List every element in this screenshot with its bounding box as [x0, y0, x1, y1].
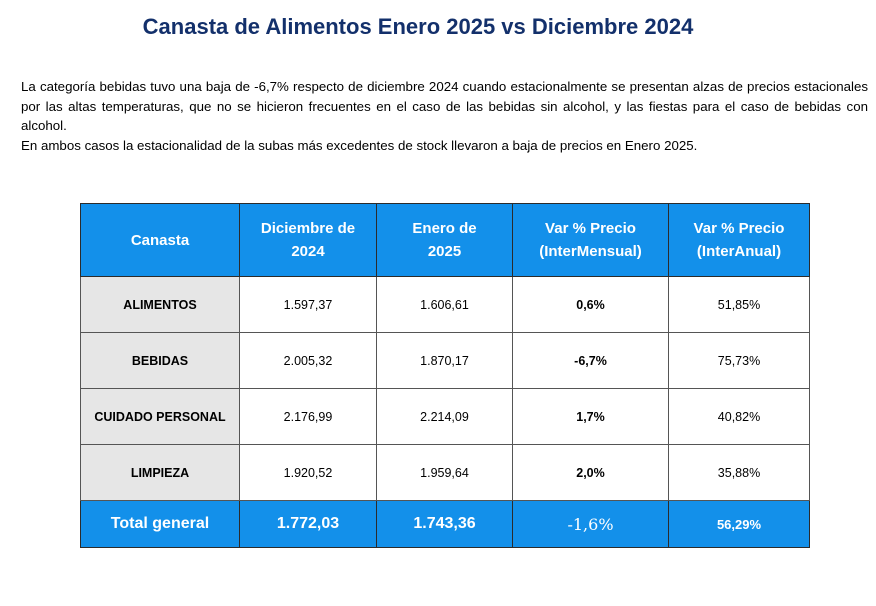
cell-enero: 1.606,61	[376, 276, 513, 333]
total-diciembre: 1.772,03	[239, 500, 377, 548]
description-text: La categoría bebidas tuvo una baja de -6…	[21, 77, 868, 155]
cell-diciembre: 1.920,52	[239, 444, 377, 501]
table-row: LIMPIEZA 1.920,52 1.959,64 2,0% 35,88%	[80, 444, 810, 501]
header-enero: Enero de 2025	[376, 203, 513, 277]
cell-canasta: BEBIDAS	[80, 332, 240, 389]
description-paragraph-2: En ambos casos la estacionalidad de la s…	[21, 137, 698, 153]
cell-enero: 1.870,17	[376, 332, 513, 389]
cell-enero: 1.959,64	[376, 444, 513, 501]
cell-canasta: CUIDADO PERSONAL	[80, 388, 240, 445]
table-row: BEBIDAS 2.005,32 1.870,17 -6,7% 75,73%	[80, 332, 810, 389]
header-var-mensual: Var % Precio (InterMensual)	[512, 203, 669, 277]
total-var-anual: 56,29%	[668, 500, 810, 548]
page-title: Canasta de Alimentos Enero 2025 vs Dicie…	[142, 14, 694, 39]
cell-canasta: ALIMENTOS	[80, 276, 240, 333]
cell-var-anual: 51,85%	[668, 276, 810, 333]
total-enero: 1.743,36	[376, 500, 513, 548]
total-canasta: Total general	[80, 500, 240, 548]
header-diciembre: Diciembre de 2024	[239, 203, 377, 277]
cell-var-mensual: 0,6%	[512, 276, 669, 333]
cell-var-anual: 40,82%	[668, 388, 810, 445]
header-canasta: Canasta	[80, 203, 240, 277]
cell-var-mensual: 1,7%	[512, 388, 669, 445]
cell-enero: 2.214,09	[376, 388, 513, 445]
cell-canasta: LIMPIEZA	[80, 444, 240, 501]
description-paragraph-1: La categoría bebidas tuvo una baja de -6…	[21, 79, 868, 133]
table-row: ALIMENTOS 1.597,37 1.606,61 0,6% 51,85%	[80, 276, 810, 333]
cell-var-mensual: 2,0%	[512, 444, 669, 501]
cell-var-anual: 35,88%	[668, 444, 810, 501]
cell-diciembre: 2.176,99	[239, 388, 377, 445]
table-row: CUIDADO PERSONAL 2.176,99 2.214,09 1,7% …	[80, 388, 810, 445]
table-header-row: Canasta Diciembre de 2024 Enero de 2025 Va…	[80, 203, 810, 277]
price-table: Canasta Diciembre de 2024 Enero de 2025 Va…	[80, 203, 810, 548]
header-var-anual: Var % Precio (InterAnual)	[668, 203, 810, 277]
table-total-row: Total general 1.772,03 1.743,36 -1,6% 56…	[80, 500, 810, 548]
cell-var-anual: 75,73%	[668, 332, 810, 389]
cell-diciembre: 2.005,32	[239, 332, 377, 389]
cell-var-mensual: -6,7%	[512, 332, 669, 389]
cell-diciembre: 1.597,37	[239, 276, 377, 333]
total-var-mensual: -1,6%	[512, 500, 669, 548]
